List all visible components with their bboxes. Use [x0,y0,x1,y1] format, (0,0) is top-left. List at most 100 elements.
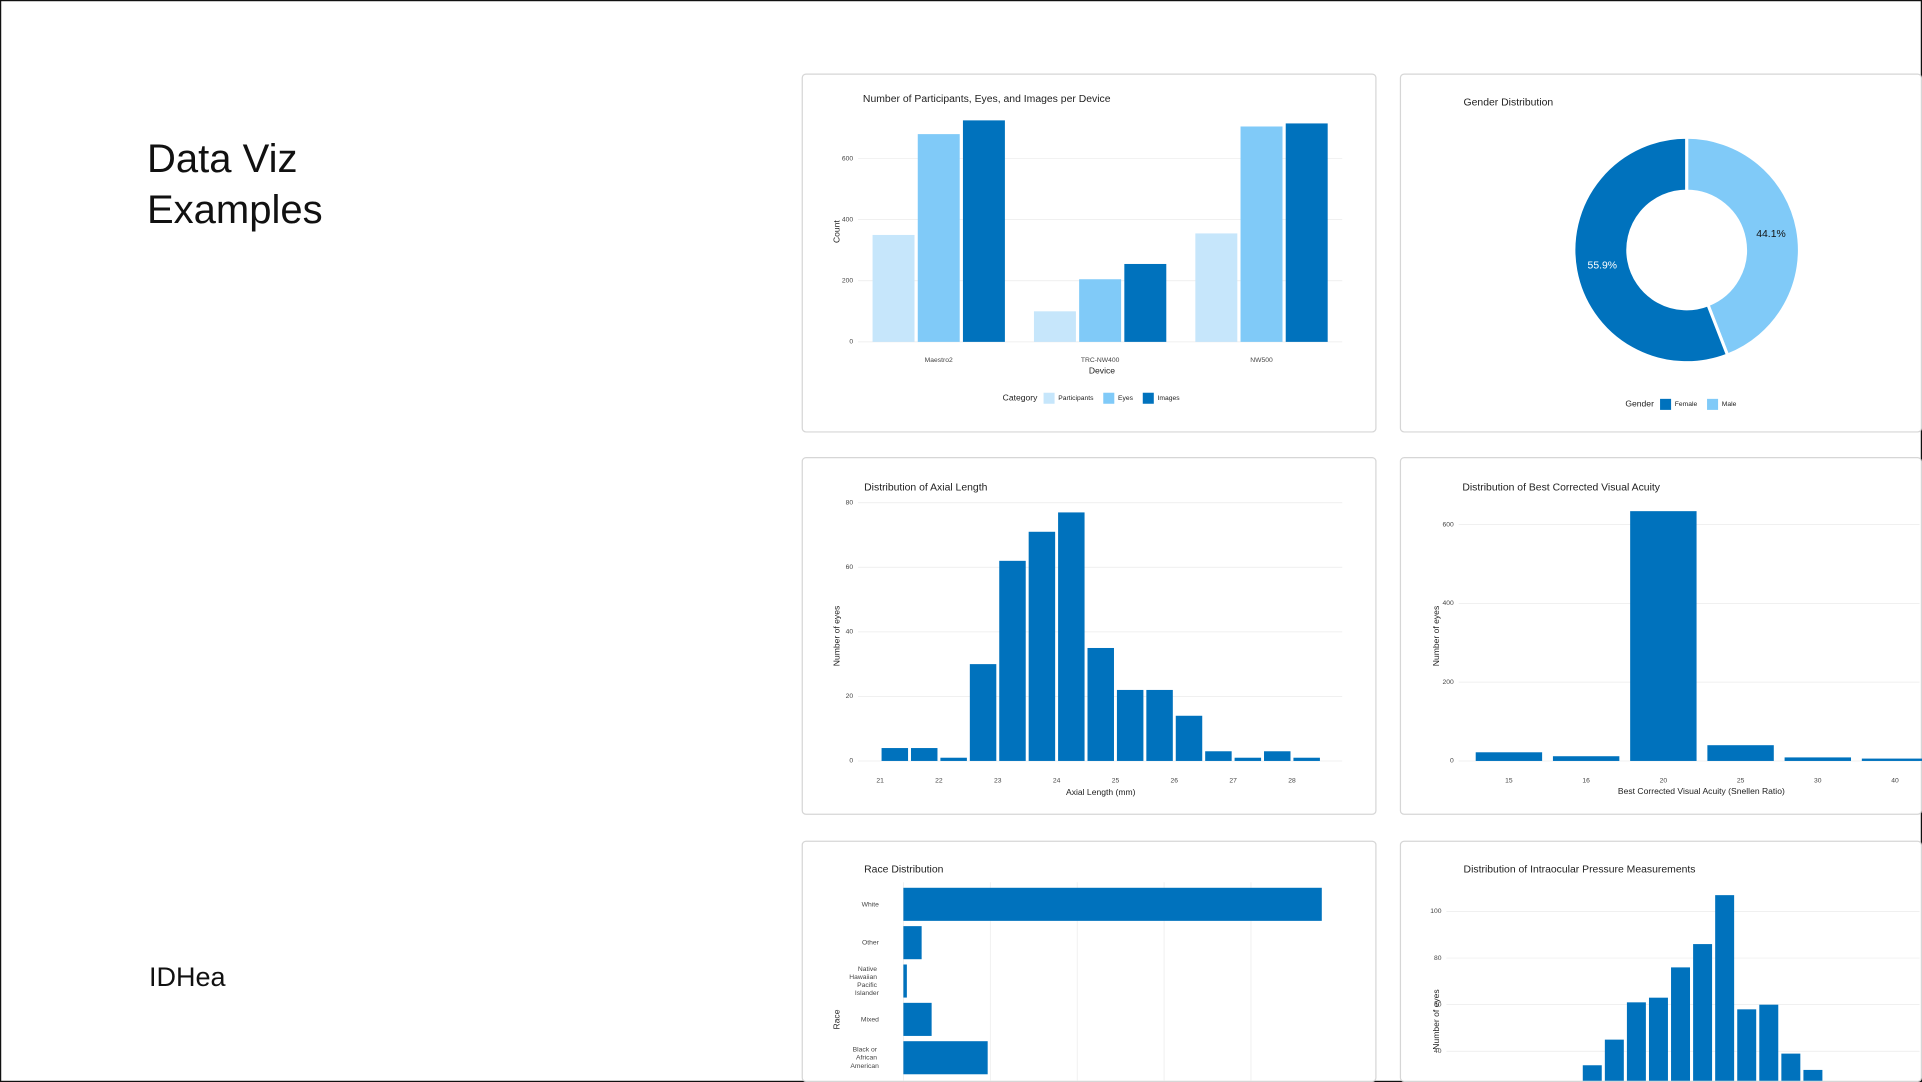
y-tick-label: 400 [1443,600,1454,607]
legend-title: Category [1003,393,1038,403]
y-tick-label: Black or African American [850,1046,879,1069]
x-tick-label: 22 [935,777,943,784]
bar [1116,689,1144,761]
bar [999,560,1026,761]
chart-title: Gender Distribution [1464,98,1554,109]
bar [1707,745,1774,761]
bar [962,120,1005,342]
bar [1195,233,1238,342]
x-tick-label: 30 [1814,777,1822,784]
bar [1205,751,1232,761]
bar [1582,1065,1602,1081]
legend-label: Male [1722,401,1737,408]
chart-title: Distribution of Axial Length [864,482,987,493]
x-tick-label: 15 [1505,777,1513,784]
y-tick-label: 0 [849,758,853,765]
chart-title: Race Distribution [864,865,943,876]
pie-slice [1572,135,1730,365]
y-tick-label: 200 [842,278,853,285]
chart-card [801,457,1377,815]
x-tick-label: 26 [1171,777,1179,784]
x-tick-label: 25 [1112,777,1120,784]
bar [1124,263,1167,342]
y-tick-label: 0 [849,339,853,346]
x-tick-label: 28 [1288,777,1296,784]
x-tick-label: Maestro2 [925,357,953,364]
legend-label: Images [1157,395,1180,402]
bar [1604,1039,1624,1081]
y-tick-label: 600 [1443,521,1454,528]
chart-card [1399,840,1922,1082]
bar [1715,895,1735,1081]
legend-label: Participants [1058,395,1094,402]
bar [1293,757,1320,761]
bar [1475,752,1543,761]
bar [903,1041,988,1075]
bar [903,964,907,998]
y-tick-label: 40 [1434,1048,1442,1055]
x-tick-label: 21 [876,777,884,784]
x-tick-label: 16 [1582,777,1590,784]
x-axis-label: Device [1089,366,1115,376]
x-axis-label: Axial Length (mm) [1066,787,1136,797]
chart-card [1399,73,1922,433]
bar [903,1002,932,1036]
slide-title: Data Viz Examples [147,137,323,232]
bar [1630,511,1697,761]
y-tick-label: 20 [846,693,854,700]
chart-card [801,840,1377,1082]
y-tick-label: 400 [842,216,853,223]
bar [1079,279,1122,342]
bar [903,926,922,960]
bar [1759,1004,1779,1081]
bar [1861,758,1922,761]
x-tick-label: 24 [1053,777,1061,784]
bar [1648,997,1668,1081]
bar [940,757,967,761]
y-tick-label: Mixed [861,1016,879,1023]
legend-swatch [1707,398,1719,410]
y-axis-label: Race [831,1009,841,1029]
x-tick-label: NW500 [1250,357,1273,364]
legend-swatch [1103,392,1115,404]
y-tick-label: 80 [1434,955,1442,962]
y-tick-label: 40 [846,629,854,636]
x-axis-label: Best Corrected Visual Acuity (Snellen Ra… [1618,786,1785,796]
bar [1264,751,1291,761]
legend-label: Eyes [1118,395,1134,402]
bar [969,664,997,761]
y-tick-label: 200 [1443,679,1454,686]
bar [1784,757,1852,761]
bar [1737,1009,1757,1081]
pie-slice [1685,135,1801,358]
bar [1626,1002,1646,1081]
bar [1803,1069,1823,1081]
bar [1671,967,1691,1081]
legend-swatch [1660,398,1672,410]
y-tick-label: 80 [846,500,854,507]
y-tick-label: 600 [842,155,853,162]
x-tick-label: 20 [1660,777,1668,784]
y-tick-label: 60 [846,564,854,571]
y-axis-label: Number of eyes [1431,606,1441,666]
legend-swatch [1043,392,1055,404]
chart-title: Distribution of Intraocular Pressure Mea… [1464,865,1696,876]
x-tick-label: 23 [994,777,1002,784]
bar [1175,715,1203,761]
bar [910,748,938,761]
y-tick-label: White [862,901,879,908]
y-tick-label: Native Hawaiian Pacific Islander [849,966,879,997]
bar [917,134,960,342]
bar [1146,689,1173,761]
bar [903,887,1322,921]
bar [1033,311,1076,342]
legend-label: Female [1675,401,1698,408]
chart-title: Number of Participants, Eyes, and Images… [863,94,1111,105]
y-tick-label: 0 [1450,758,1454,765]
bar [1693,944,1713,1081]
y-axis-label: Number of eyes [831,606,841,666]
value-label: 44.1% [1756,229,1786,240]
bar [1234,757,1262,761]
bar [1240,126,1283,342]
